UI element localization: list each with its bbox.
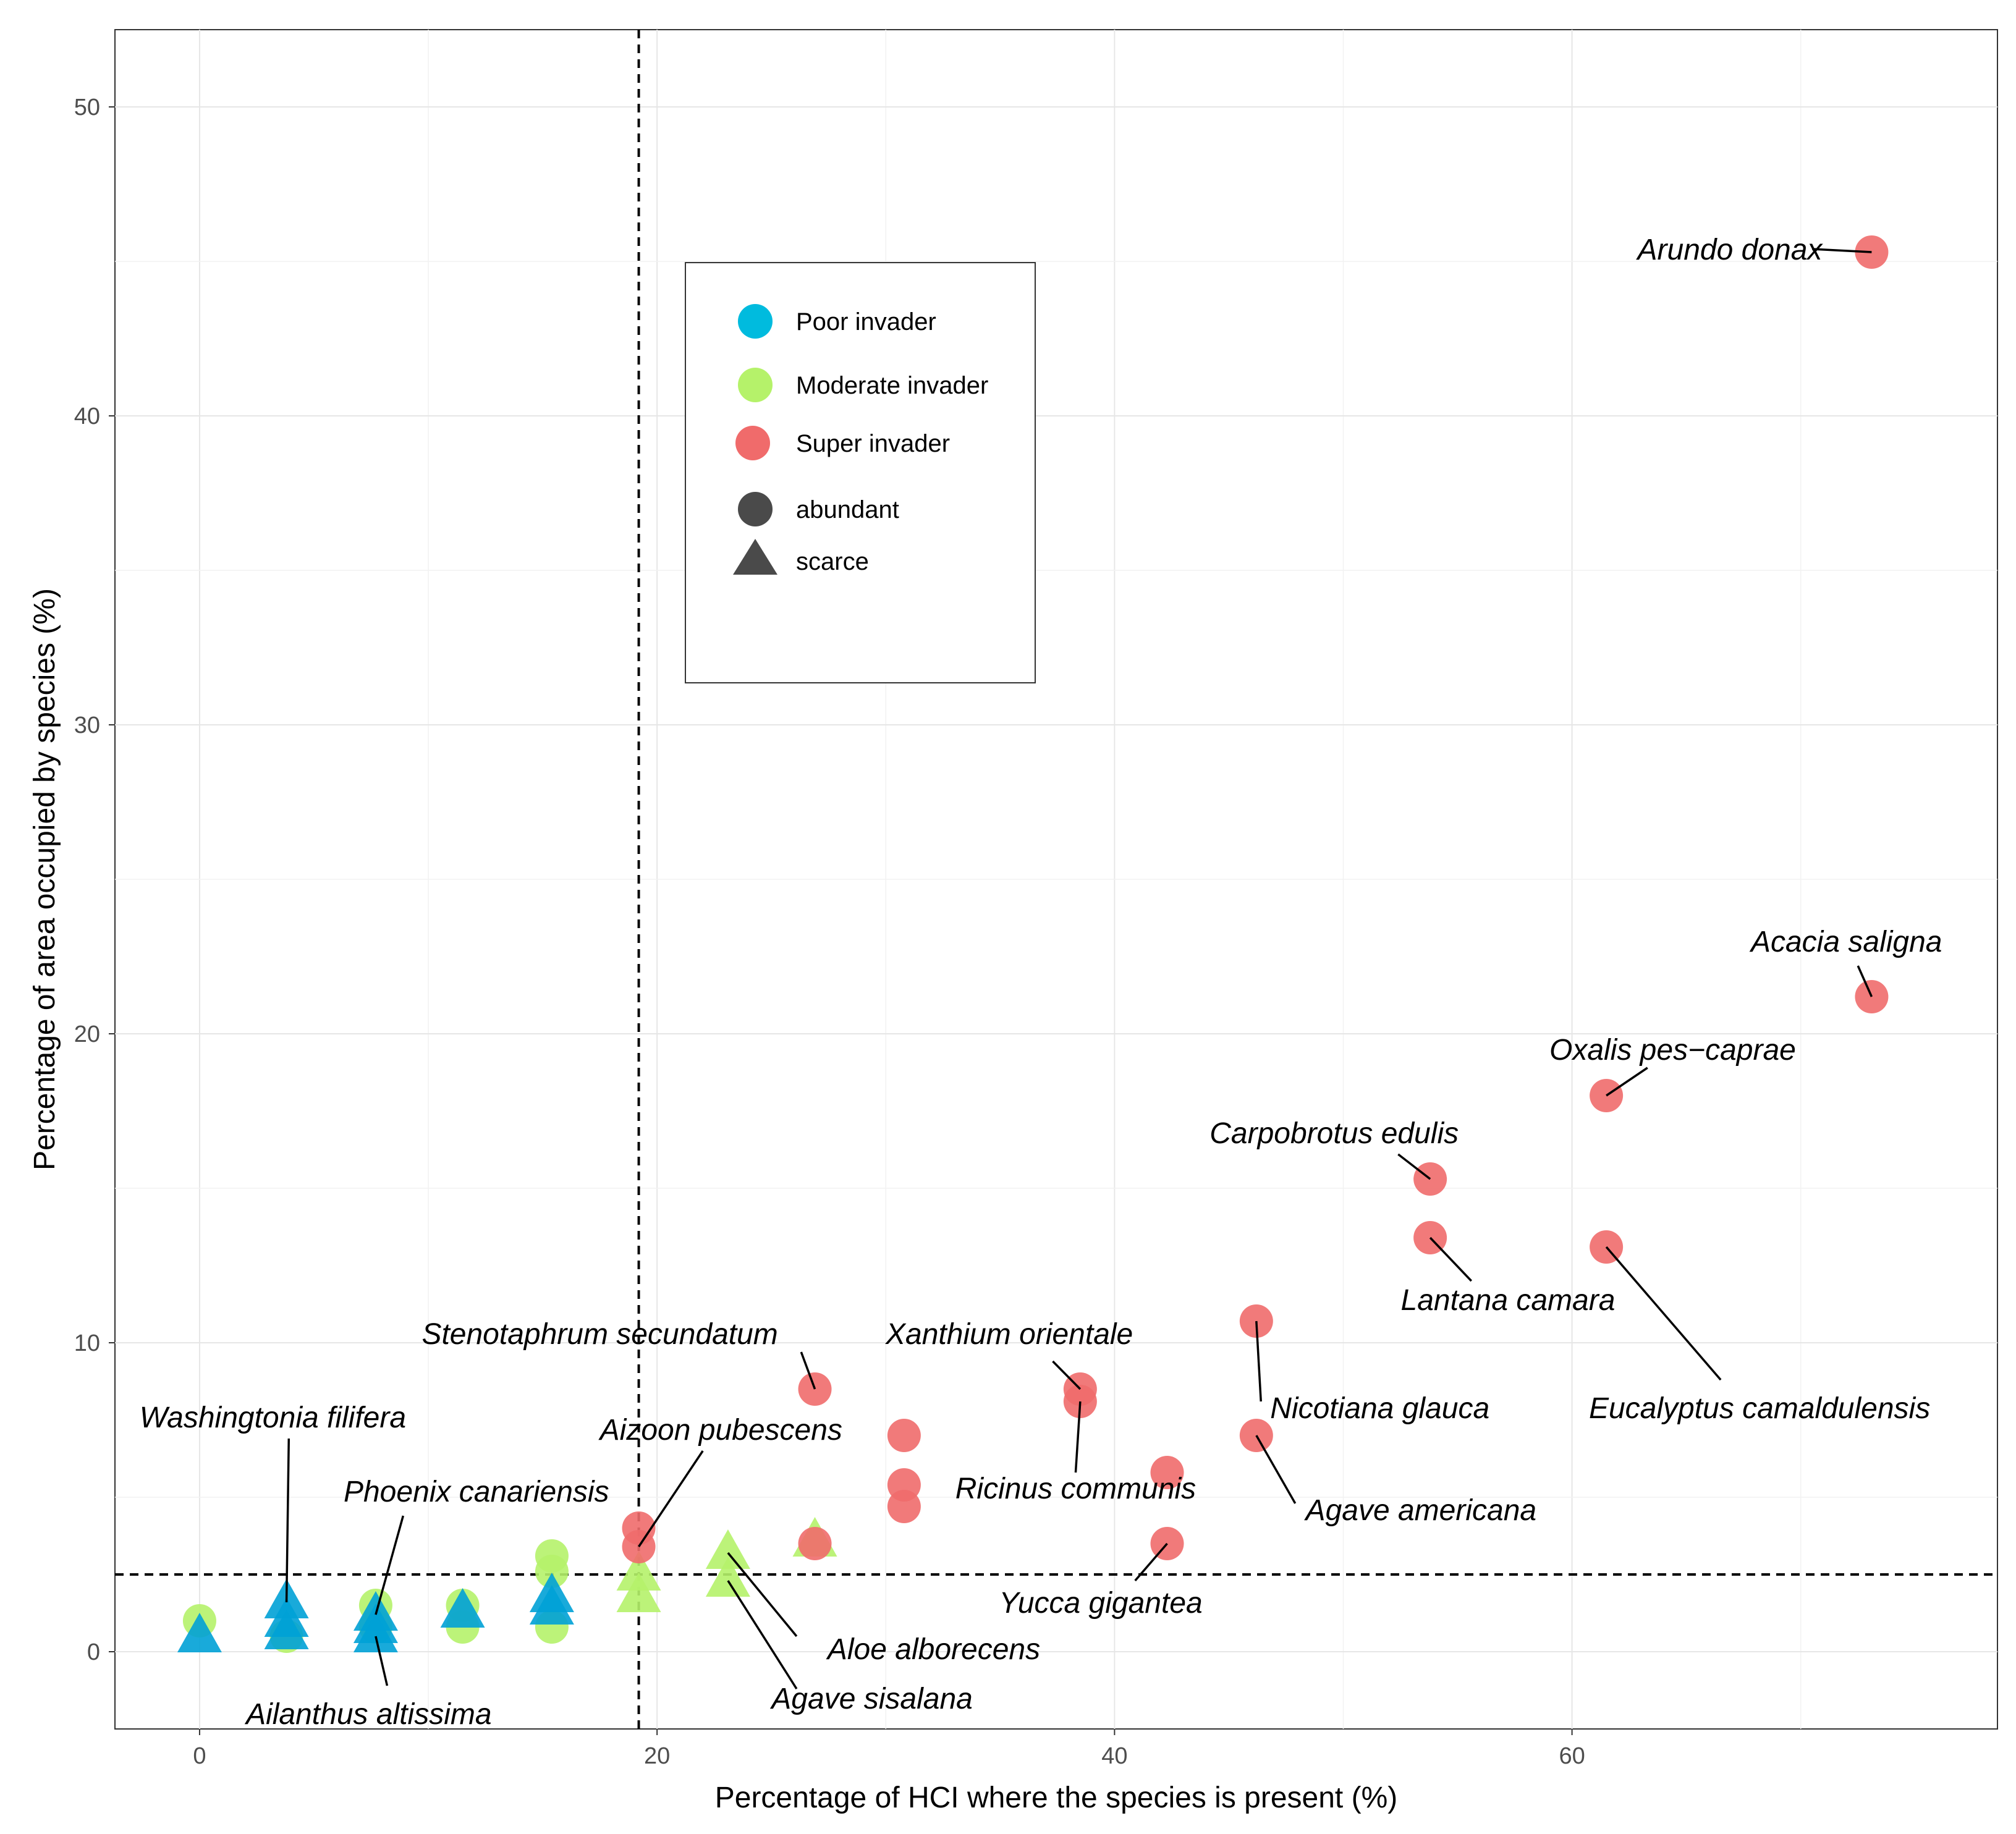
agave-sisalana-leader-line: [727, 1580, 798, 1689]
legend: Poor invader Moderate invader Super inva…: [685, 262, 1036, 683]
moderate-invader-abundant-point: [535, 1555, 569, 1588]
moderate-invader-scarce-point: [616, 1573, 661, 1612]
legend-poor-invader-swatch: [738, 304, 773, 339]
ailanthus-altissima-label: Ailanthus altissima: [244, 1698, 492, 1731]
aloe-alborecens-leader-line: [727, 1552, 798, 1638]
poor-invader-scarce-point: [177, 1613, 222, 1652]
y-tick-label: 10: [74, 1330, 100, 1356]
nicotiana-glauca-leader-line: [1255, 1321, 1262, 1402]
gridlines: [115, 30, 1997, 1729]
x-tick-label: 60: [1559, 1743, 1585, 1769]
y-tick-label: 30: [74, 712, 100, 738]
phoenix-canariensis-label: Phoenix canariensis: [344, 1476, 609, 1508]
xanthium-orientale-leader-line: [1052, 1360, 1082, 1390]
eucalyptus-camaldulensis-leader-line: [1605, 1246, 1722, 1381]
x-tick-label: 20: [644, 1743, 670, 1769]
moderate-invader-scarce-point: [705, 1529, 750, 1569]
legend-super-invader-label: Super invader: [796, 430, 950, 457]
super-invader-abundant-point: [798, 1527, 832, 1560]
ricinus-communis-label: Ricinus communis: [955, 1473, 1196, 1505]
reference-lines: [115, 30, 1997, 1729]
eucalyptus-camaldulensis-label: Eucalyptus camaldulensis: [1589, 1392, 1930, 1425]
acacia-saligna-label: Acacia saligna: [1749, 926, 1942, 958]
oxalis-pes-caprae-label: Oxalis pes−caprae: [1549, 1034, 1796, 1067]
label-leaders: [285, 248, 1873, 1689]
oxalis-pes-caprae-leader-line: [1606, 1067, 1648, 1097]
y-axis-title: Percentage of area occupied by species (…: [28, 588, 61, 1170]
ailanthus-altissima-leader-line: [375, 1636, 389, 1686]
x-axis-title: Percentage of HCI where the species is p…: [715, 1781, 1398, 1814]
stenotaphrum-secundatum-label: Stenotaphrum secundatum: [421, 1318, 777, 1351]
lantana-camara-leader-line: [1429, 1236, 1473, 1282]
poor-invader-scarce-point: [353, 1613, 398, 1652]
poor-invader-scarce-point: [264, 1610, 309, 1649]
agave-sisalana-label: Agave sisalana: [769, 1683, 973, 1715]
yucca-gigantea-leader-line: [1134, 1542, 1168, 1582]
lantana-camara-label: Lantana camara: [1401, 1284, 1616, 1317]
legend-poor-invader-label: Poor invader: [796, 308, 936, 336]
yucca-gigantea-label: Yucca gigantea: [999, 1587, 1203, 1620]
y-tick-label: 50: [74, 95, 100, 120]
moderate-invader-scarce-point: [616, 1551, 661, 1591]
moderate-invader-scarce-point: [705, 1557, 750, 1597]
super-invader-abundant-point: [887, 1419, 921, 1452]
legend-scarce-swatch: [733, 539, 777, 575]
axis-ticks: 0 20 40 60 0 10 20 30 40 50: [74, 95, 1585, 1769]
legend-abundant-label: abundant: [796, 496, 899, 523]
agave-americana-label: Agave americana: [1304, 1494, 1537, 1527]
poor-invader-scarce-point: [440, 1588, 485, 1628]
poor-invader-scarce-point: [529, 1585, 574, 1625]
y-tick-label: 40: [74, 404, 100, 429]
washingtonia-filifera-leader-line: [285, 1438, 290, 1603]
xanthium-orientale-label: Xanthium orientale: [885, 1318, 1133, 1351]
super-invader-abundant-point: [1150, 1456, 1184, 1489]
agave-americana-leader-line: [1255, 1435, 1297, 1504]
x-tick-label: 0: [193, 1743, 206, 1769]
legend-abundant-swatch: [738, 492, 773, 526]
ricinus-communis-leader-line: [1074, 1401, 1082, 1473]
carpobrotus-edulis-label: Carpobrotus edulis: [1209, 1117, 1459, 1150]
nicotiana-glauca-label: Nicotiana glauca: [1270, 1392, 1489, 1425]
carpobrotus-edulis-leader-line: [1397, 1153, 1431, 1180]
aizoon-pubescens-label: Aizoon pubescens: [598, 1414, 842, 1447]
legend-super-invader-swatch: [735, 426, 770, 460]
arundo-donax-leader-line: [1812, 248, 1872, 253]
y-tick-label: 20: [74, 1021, 100, 1047]
legend-moderate-invader-label: Moderate invader: [796, 372, 988, 399]
species-labels: Arundo donax Acacia saligna Oxalis pes−cap…: [140, 234, 1942, 1731]
stenotaphrum-secundatum-leader-line: [800, 1351, 816, 1390]
x-tick-label: 40: [1101, 1743, 1127, 1769]
phoenix-canariensis-leader-line: [375, 1515, 405, 1615]
super-invader-abundant-point: [887, 1490, 921, 1523]
legend-moderate-invader-swatch: [738, 368, 773, 402]
aloe-alborecens-label: Aloe alborecens: [826, 1633, 1040, 1666]
y-tick-label: 0: [87, 1639, 100, 1665]
acacia-saligna-leader-line: [1857, 965, 1873, 997]
legend-scarce-label: scarce: [796, 548, 869, 575]
aizoon-pubescens-leader-line: [638, 1450, 704, 1547]
arundo-donax-label: Arundo donax: [1636, 234, 1824, 266]
washingtonia-filifera-label: Washingtonia filifera: [140, 1401, 406, 1434]
